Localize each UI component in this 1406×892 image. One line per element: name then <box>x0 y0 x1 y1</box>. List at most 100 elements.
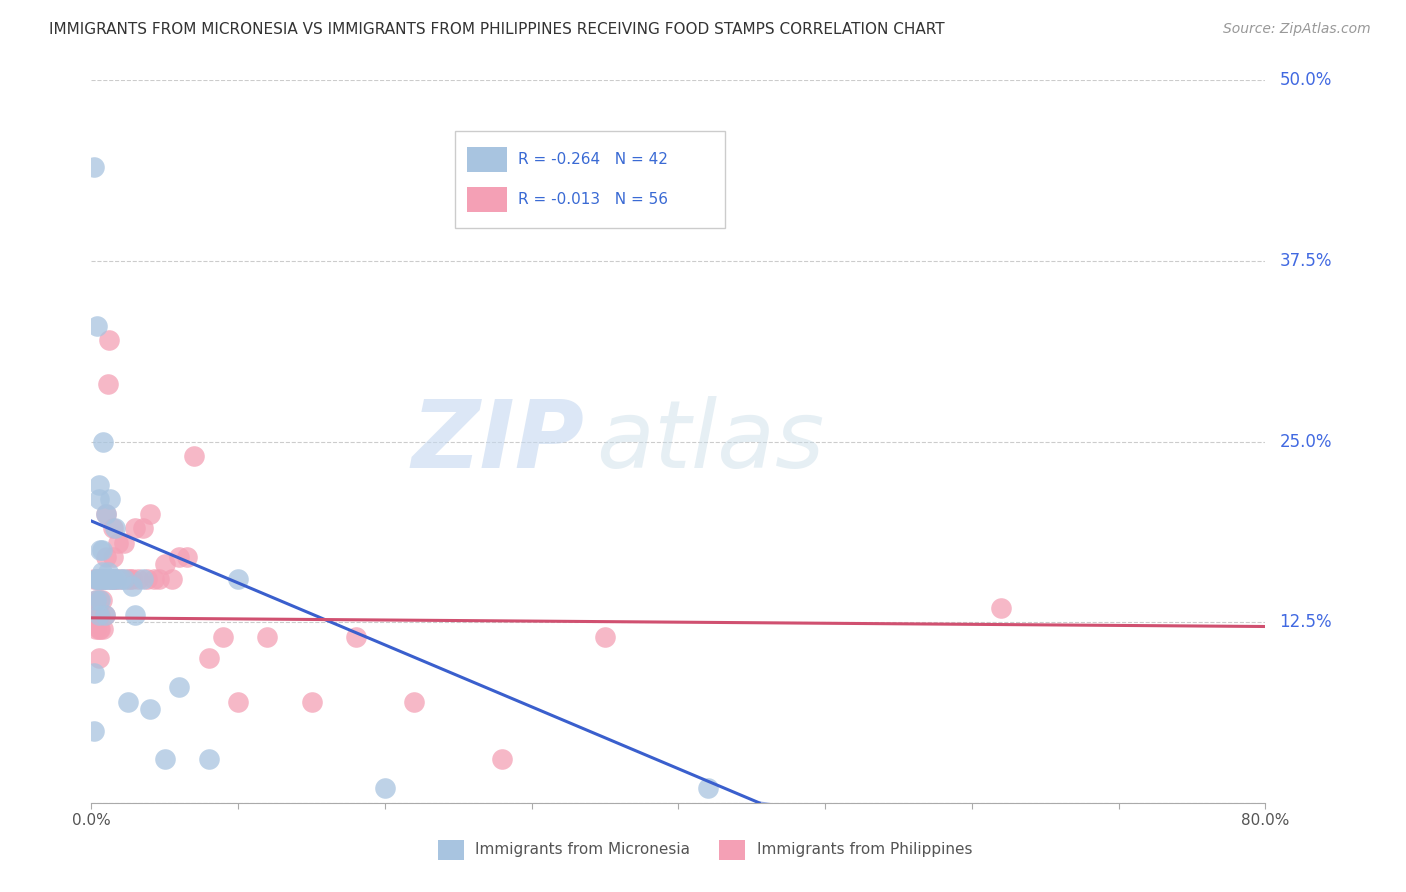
Point <box>83 723 105 738</box>
Point <box>103 572 125 586</box>
FancyBboxPatch shape <box>467 187 508 211</box>
Point <box>86 318 108 333</box>
Point <box>183 449 205 463</box>
FancyBboxPatch shape <box>437 839 464 860</box>
Point <box>593 630 616 644</box>
Point <box>86 572 108 586</box>
Point <box>169 680 191 694</box>
Text: Immigrants from Micronesia: Immigrants from Micronesia <box>475 842 690 857</box>
Point <box>83 665 105 680</box>
Point <box>87 623 110 637</box>
Point <box>90 593 112 607</box>
Point <box>93 607 115 622</box>
Point <box>110 572 132 586</box>
Point <box>105 572 128 586</box>
FancyBboxPatch shape <box>720 839 745 860</box>
Point <box>93 607 115 622</box>
FancyBboxPatch shape <box>467 147 508 172</box>
Point <box>93 572 115 586</box>
Text: Immigrants from Philippines: Immigrants from Philippines <box>756 842 973 857</box>
Point <box>115 572 138 586</box>
Point <box>148 572 170 586</box>
Point <box>89 572 111 586</box>
Point <box>86 572 108 586</box>
Point <box>84 593 107 607</box>
Point <box>117 695 139 709</box>
Point <box>132 521 155 535</box>
Point <box>83 160 105 174</box>
Point <box>212 630 235 644</box>
Point <box>121 572 143 586</box>
Point <box>87 572 110 586</box>
Point <box>132 572 155 586</box>
Point <box>91 572 114 586</box>
Point <box>89 572 111 586</box>
Point <box>197 651 219 665</box>
Text: atlas: atlas <box>596 396 824 487</box>
Point <box>87 478 110 492</box>
Point <box>143 572 166 586</box>
Point <box>124 607 146 622</box>
Point <box>98 334 121 348</box>
Point <box>94 572 117 586</box>
Point <box>103 550 125 565</box>
Point <box>118 572 141 586</box>
Point <box>96 376 118 391</box>
Point <box>84 572 107 586</box>
Point <box>87 572 110 586</box>
Point <box>124 521 146 535</box>
Point <box>374 781 396 796</box>
Text: ZIP: ZIP <box>412 395 585 488</box>
Point <box>100 492 122 507</box>
Point <box>136 572 159 586</box>
Point <box>491 752 513 766</box>
Point <box>90 572 112 586</box>
Text: 12.5%: 12.5% <box>1279 613 1331 632</box>
Point <box>94 550 117 565</box>
Point <box>990 600 1012 615</box>
Point <box>112 572 135 586</box>
Point <box>139 702 162 716</box>
Text: R = -0.264   N = 42: R = -0.264 N = 42 <box>517 153 668 168</box>
Point <box>90 565 112 579</box>
Point <box>344 630 367 644</box>
Point <box>87 651 110 665</box>
Point <box>91 434 114 449</box>
Point <box>197 752 219 766</box>
Point <box>226 572 249 586</box>
Text: R = -0.013   N = 56: R = -0.013 N = 56 <box>517 192 668 207</box>
Text: Source: ZipAtlas.com: Source: ZipAtlas.com <box>1223 22 1371 37</box>
Point <box>91 572 114 586</box>
Point <box>83 572 105 586</box>
Point <box>301 695 323 709</box>
Point <box>256 630 278 644</box>
Point <box>121 579 143 593</box>
Point <box>89 542 111 557</box>
Point <box>153 752 176 766</box>
Point <box>696 781 718 796</box>
Point <box>100 572 122 586</box>
Point <box>98 572 121 586</box>
Point <box>90 542 112 557</box>
Point <box>169 550 191 565</box>
Point <box>101 572 124 586</box>
Text: 37.5%: 37.5% <box>1279 252 1331 270</box>
Point <box>94 507 117 521</box>
Point <box>404 695 426 709</box>
Point <box>160 572 183 586</box>
Point <box>89 623 111 637</box>
Text: IMMIGRANTS FROM MICRONESIA VS IMMIGRANTS FROM PHILIPPINES RECEIVING FOOD STAMPS : IMMIGRANTS FROM MICRONESIA VS IMMIGRANTS… <box>49 22 945 37</box>
Point <box>91 623 114 637</box>
Point <box>87 607 110 622</box>
Point <box>127 572 149 586</box>
Point <box>87 492 110 507</box>
Point <box>84 593 107 607</box>
Point <box>226 695 249 709</box>
Point <box>104 521 127 535</box>
Point <box>101 572 124 586</box>
Point <box>112 535 135 549</box>
Point <box>94 507 117 521</box>
Point <box>103 521 125 535</box>
Point <box>104 572 127 586</box>
Point <box>105 572 128 586</box>
